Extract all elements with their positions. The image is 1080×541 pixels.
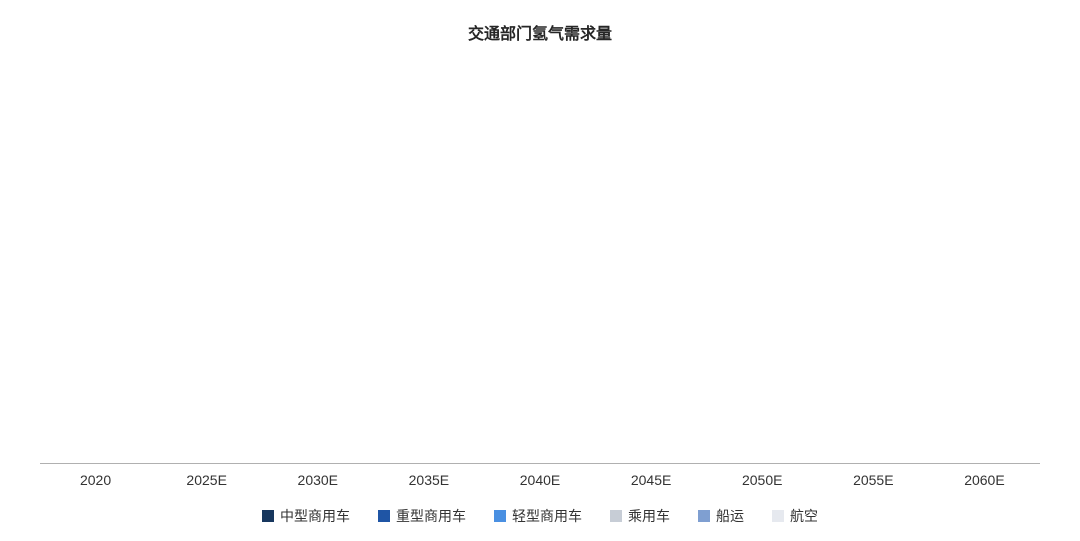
bar-slot (373, 64, 484, 463)
bar-slot (596, 64, 707, 463)
bar-slot (262, 64, 373, 463)
legend-item: 轻型商用车 (494, 506, 582, 526)
legend-swatch (772, 510, 784, 522)
bar-slot (484, 64, 595, 463)
x-tick-label: 2035E (373, 472, 484, 488)
x-tick-label: 2045E (596, 472, 707, 488)
legend-item: 船运 (698, 506, 744, 526)
legend-label: 轻型商用车 (512, 506, 582, 526)
plot-area (40, 64, 1040, 464)
legend-label: 中型商用车 (280, 506, 350, 526)
legend-label: 船运 (716, 506, 744, 526)
legend-swatch (698, 510, 710, 522)
x-tick-label: 2030E (262, 472, 373, 488)
legend-swatch (378, 510, 390, 522)
bar-slot (707, 64, 818, 463)
x-tick-label: 2025E (151, 472, 262, 488)
x-axis: 20202025E2030E2035E2040E2045E2050E2055E2… (40, 472, 1040, 488)
bar-slot (151, 64, 262, 463)
legend-label: 乘用车 (628, 506, 670, 526)
x-tick-label: 2050E (707, 472, 818, 488)
legend-item: 乘用车 (610, 506, 670, 526)
x-tick-label: 2055E (818, 472, 929, 488)
bar-slot (40, 64, 151, 463)
x-tick-label: 2020 (40, 472, 151, 488)
x-tick-label: 2040E (484, 472, 595, 488)
legend-swatch (610, 510, 622, 522)
hydrogen-demand-chart: 交通部门氢气需求量 20202025E2030E2035E2040E2045E2… (0, 0, 1080, 541)
legend-label: 航空 (790, 506, 818, 526)
legend-swatch (262, 510, 274, 522)
bar-slot (818, 64, 929, 463)
legend: 中型商用车 重型商用车 轻型商用车 乘用车 船运 航空 (40, 506, 1040, 526)
legend-item: 中型商用车 (262, 506, 350, 526)
legend-label: 重型商用车 (396, 506, 466, 526)
bars-container (40, 64, 1040, 463)
legend-item: 重型商用车 (378, 506, 466, 526)
legend-swatch (494, 510, 506, 522)
x-tick-label: 2060E (929, 472, 1040, 488)
bar-slot (929, 64, 1040, 463)
legend-item: 航空 (772, 506, 818, 526)
chart-title: 交通部门氢气需求量 (40, 20, 1040, 44)
